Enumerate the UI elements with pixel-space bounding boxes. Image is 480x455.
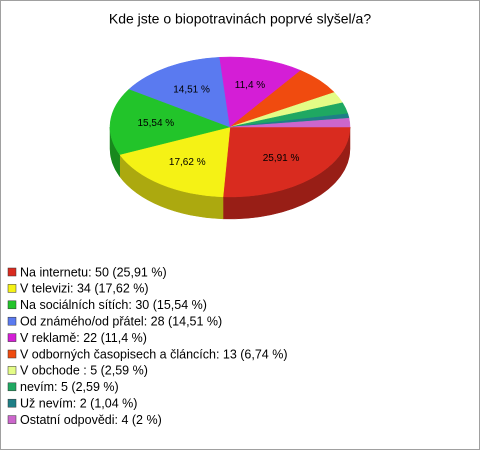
legend-label: V obchode : 5 (2,59 %) (20, 364, 148, 378)
legend-label: Ostatní odpovědi: 4 (2 %) (20, 413, 162, 427)
legend-label: V reklamě: 22 (11,4 %) (20, 331, 147, 345)
legend-label: Na internetu: 50 (25,91 %) (20, 265, 167, 279)
legend-swatch (7, 316, 17, 326)
pie-slice (128, 57, 231, 128)
legend-swatch (7, 284, 17, 293)
pie-slice (229, 117, 351, 128)
legend-swatch (7, 333, 17, 342)
legend-swatch (7, 415, 17, 424)
legend-swatch (7, 366, 17, 375)
pie-slice (109, 88, 231, 155)
data-label: 17,62 % (169, 157, 206, 168)
legend-label: Od známého/od přátel: 28 (14,51 %) (20, 314, 222, 328)
legend-label: Na sociálních sítích: 30 (15,54 %) (20, 298, 207, 312)
legend-swatch (7, 382, 17, 392)
legend-swatch (7, 267, 17, 277)
legend-label: Už nevím: 2 (1,04 %) (20, 396, 137, 410)
legend-swatch (7, 349, 17, 359)
pie-slice (222, 126, 351, 198)
data-label: 25,91 % (263, 153, 300, 164)
legend-label: V televizi: 34 (17,62 %) (20, 282, 149, 296)
data-label: 11,4 % (235, 80, 265, 91)
pie-slice (119, 126, 231, 198)
data-label: 15,54 % (138, 118, 175, 129)
legend-swatch (7, 398, 17, 408)
legend-label: V odborných časopisech a článcích: 13 (6… (20, 347, 288, 361)
pie-slice (219, 56, 302, 128)
chart-title: Kde jste o biopotravinách poprvé slyšel/… (109, 11, 371, 27)
data-label: 14,51 % (173, 84, 210, 95)
legend-label: nevím: 5 (2,59 %) (20, 380, 119, 394)
legend-swatch (7, 300, 17, 310)
